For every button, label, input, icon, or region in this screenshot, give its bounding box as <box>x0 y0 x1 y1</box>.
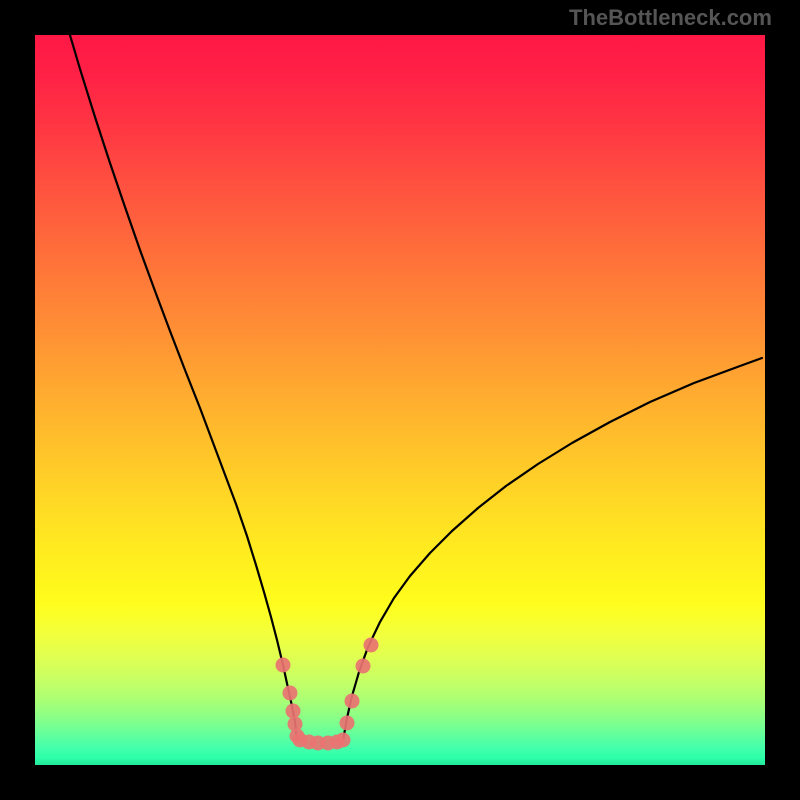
marker-dot <box>336 733 351 748</box>
marker-dot <box>283 686 298 701</box>
marker-dot <box>356 659 371 674</box>
marker-dot <box>276 658 291 673</box>
marker-dot <box>364 638 379 653</box>
chart-svg <box>0 0 800 800</box>
marker-dot <box>345 694 360 709</box>
frame-border-left <box>0 0 35 800</box>
watermark-text: TheBottleneck.com <box>569 5 772 31</box>
marker-dot <box>286 704 301 719</box>
marker-dot <box>340 716 355 731</box>
frame-border-right <box>765 0 800 800</box>
frame-border-bottom <box>0 765 800 800</box>
